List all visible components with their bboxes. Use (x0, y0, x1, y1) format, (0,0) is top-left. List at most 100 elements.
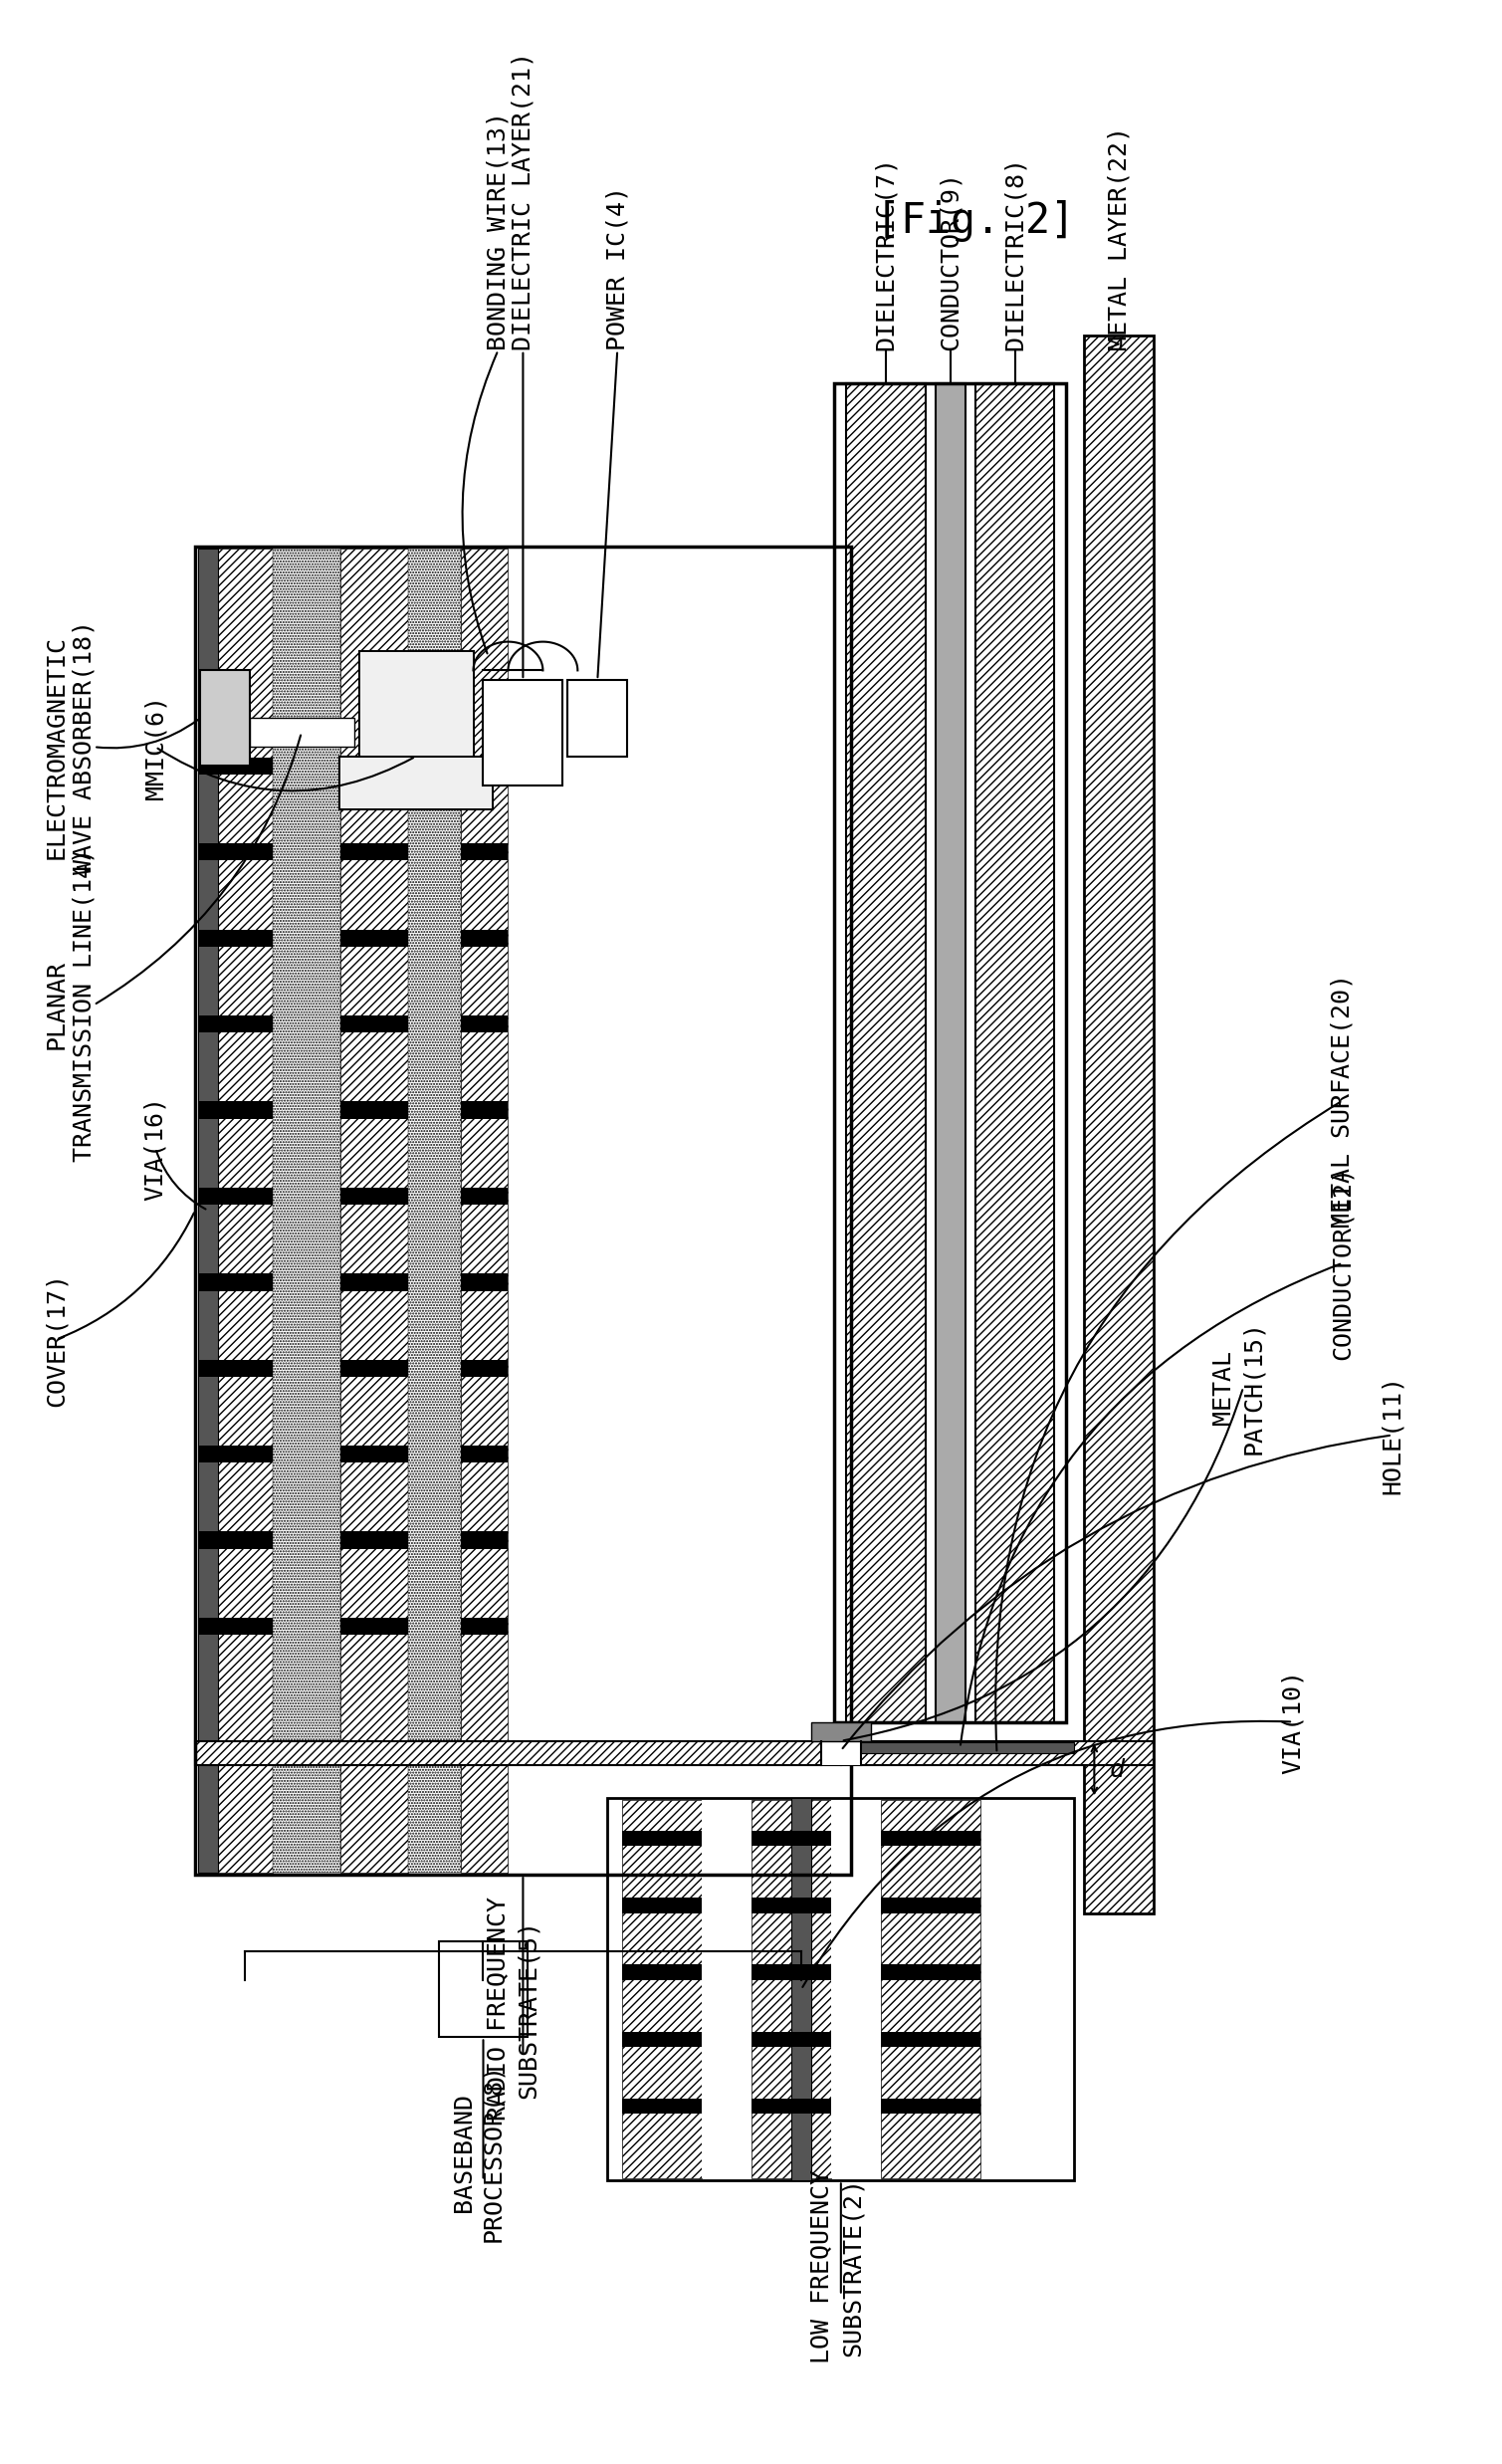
Bar (484, 680, 563, 786)
Text: PLANAR: PLANAR (44, 961, 68, 1050)
Text: RADIO FREQUENCY: RADIO FREQUENCY (487, 1897, 511, 2122)
Bar (751, 2030, 831, 2048)
Text: DIELECTRIC(7): DIELECTRIC(7) (874, 155, 898, 350)
Text: HOLE(11): HOLE(11) (1380, 1375, 1404, 1496)
Bar (198, 547, 218, 1873)
Text: WAVE ABSORBER(18): WAVE ABSORBER(18) (72, 621, 96, 875)
Bar (360, 653, 472, 754)
Bar (834, 384, 1066, 1722)
Bar (880, 1964, 979, 1981)
Bar (339, 756, 493, 808)
Bar (195, 547, 850, 1875)
Bar (359, 650, 473, 756)
Bar (461, 756, 508, 774)
Text: DIELECTRIC LAYER(21): DIELECTRIC LAYER(21) (511, 52, 535, 350)
Bar (846, 384, 925, 1722)
Bar (461, 1101, 508, 1119)
Bar (197, 547, 849, 1873)
Text: MMIC(6): MMIC(6) (143, 695, 167, 798)
Bar (975, 384, 1054, 1722)
Bar (341, 759, 491, 808)
Bar (461, 1015, 508, 1032)
Bar (461, 1360, 508, 1377)
Bar (206, 1188, 273, 1205)
Text: LOW FREQUENCY: LOW FREQUENCY (810, 2171, 834, 2363)
Bar (880, 1897, 979, 1912)
Bar (831, 1801, 880, 2178)
Bar (339, 1274, 407, 1291)
Bar (880, 1831, 979, 1846)
Text: ELECTROMAGNETIC: ELECTROMAGNETIC (44, 636, 68, 860)
Bar (339, 843, 407, 860)
Bar (461, 843, 508, 860)
Bar (846, 1742, 1074, 1754)
Bar (461, 547, 508, 1873)
Bar (811, 1722, 871, 1742)
Bar (206, 547, 273, 1873)
Text: [Fig. 2]: [Fig. 2] (876, 200, 1074, 241)
Bar (206, 843, 273, 860)
Bar (206, 929, 273, 946)
Text: SUBSTRATE(5): SUBSTRATE(5) (517, 1919, 539, 2099)
Bar (792, 1799, 811, 2181)
Text: VIA(16): VIA(16) (143, 1096, 167, 1200)
Bar (339, 1619, 407, 1634)
Bar (200, 670, 249, 766)
Bar (339, 1101, 407, 1119)
Bar (407, 547, 461, 1873)
Bar (339, 1015, 407, 1032)
Bar (198, 1274, 218, 1291)
Bar (607, 1799, 1074, 2181)
Text: PROCESSOR(8): PROCESSOR(8) (481, 2062, 505, 2242)
Bar (622, 1801, 701, 2178)
Bar (936, 384, 966, 1722)
Text: CONDUCTOR(12): CONDUCTOR(12) (1331, 1165, 1355, 1360)
Text: BONDING WIRE(13): BONDING WIRE(13) (487, 111, 511, 350)
Bar (339, 756, 407, 774)
Text: POWER IC(4): POWER IC(4) (605, 185, 629, 350)
Bar (339, 1360, 407, 1377)
Bar (751, 1964, 831, 1981)
Bar (461, 1274, 508, 1291)
Bar (461, 1533, 508, 1550)
Bar (198, 756, 218, 774)
Bar (273, 547, 339, 1873)
Bar (339, 547, 407, 1873)
Bar (206, 756, 273, 774)
Bar (751, 1831, 831, 1846)
Text: COVER(17): COVER(17) (44, 1271, 68, 1407)
Bar (198, 1446, 218, 1464)
Bar (198, 1188, 218, 1205)
Bar (461, 1619, 508, 1634)
Text: SUBSTRATE(2): SUBSTRATE(2) (841, 2178, 865, 2356)
Bar (339, 1188, 407, 1205)
Bar (622, 1964, 701, 1981)
Bar (198, 1015, 218, 1032)
Bar (339, 1446, 407, 1464)
Bar (622, 2099, 701, 2114)
Bar (339, 1533, 407, 1550)
Text: TRANSMISSION LINE(14): TRANSMISSION LINE(14) (72, 848, 96, 1161)
Bar (206, 1619, 273, 1634)
Bar (198, 929, 218, 946)
Bar (197, 547, 849, 1873)
Bar (622, 1831, 701, 1846)
Bar (198, 1101, 218, 1119)
Bar (701, 1801, 751, 2178)
Bar (198, 1360, 218, 1377)
Text: VIA(10): VIA(10) (1281, 1671, 1305, 1774)
Text: d: d (1108, 1757, 1123, 1781)
Bar (751, 2099, 831, 2114)
Bar (622, 2030, 701, 2048)
Bar (461, 1446, 508, 1464)
Text: METAL: METAL (1212, 1350, 1235, 1424)
Bar (841, 1742, 1154, 1764)
Bar (206, 1446, 273, 1464)
Bar (206, 1533, 273, 1550)
Bar (198, 1619, 218, 1634)
Text: METAL SURFACE(20): METAL SURFACE(20) (1331, 973, 1355, 1227)
Bar (461, 1188, 508, 1205)
Text: BASEBAND: BASEBAND (452, 2092, 475, 2213)
Bar (206, 1274, 273, 1291)
Bar (206, 1360, 273, 1377)
